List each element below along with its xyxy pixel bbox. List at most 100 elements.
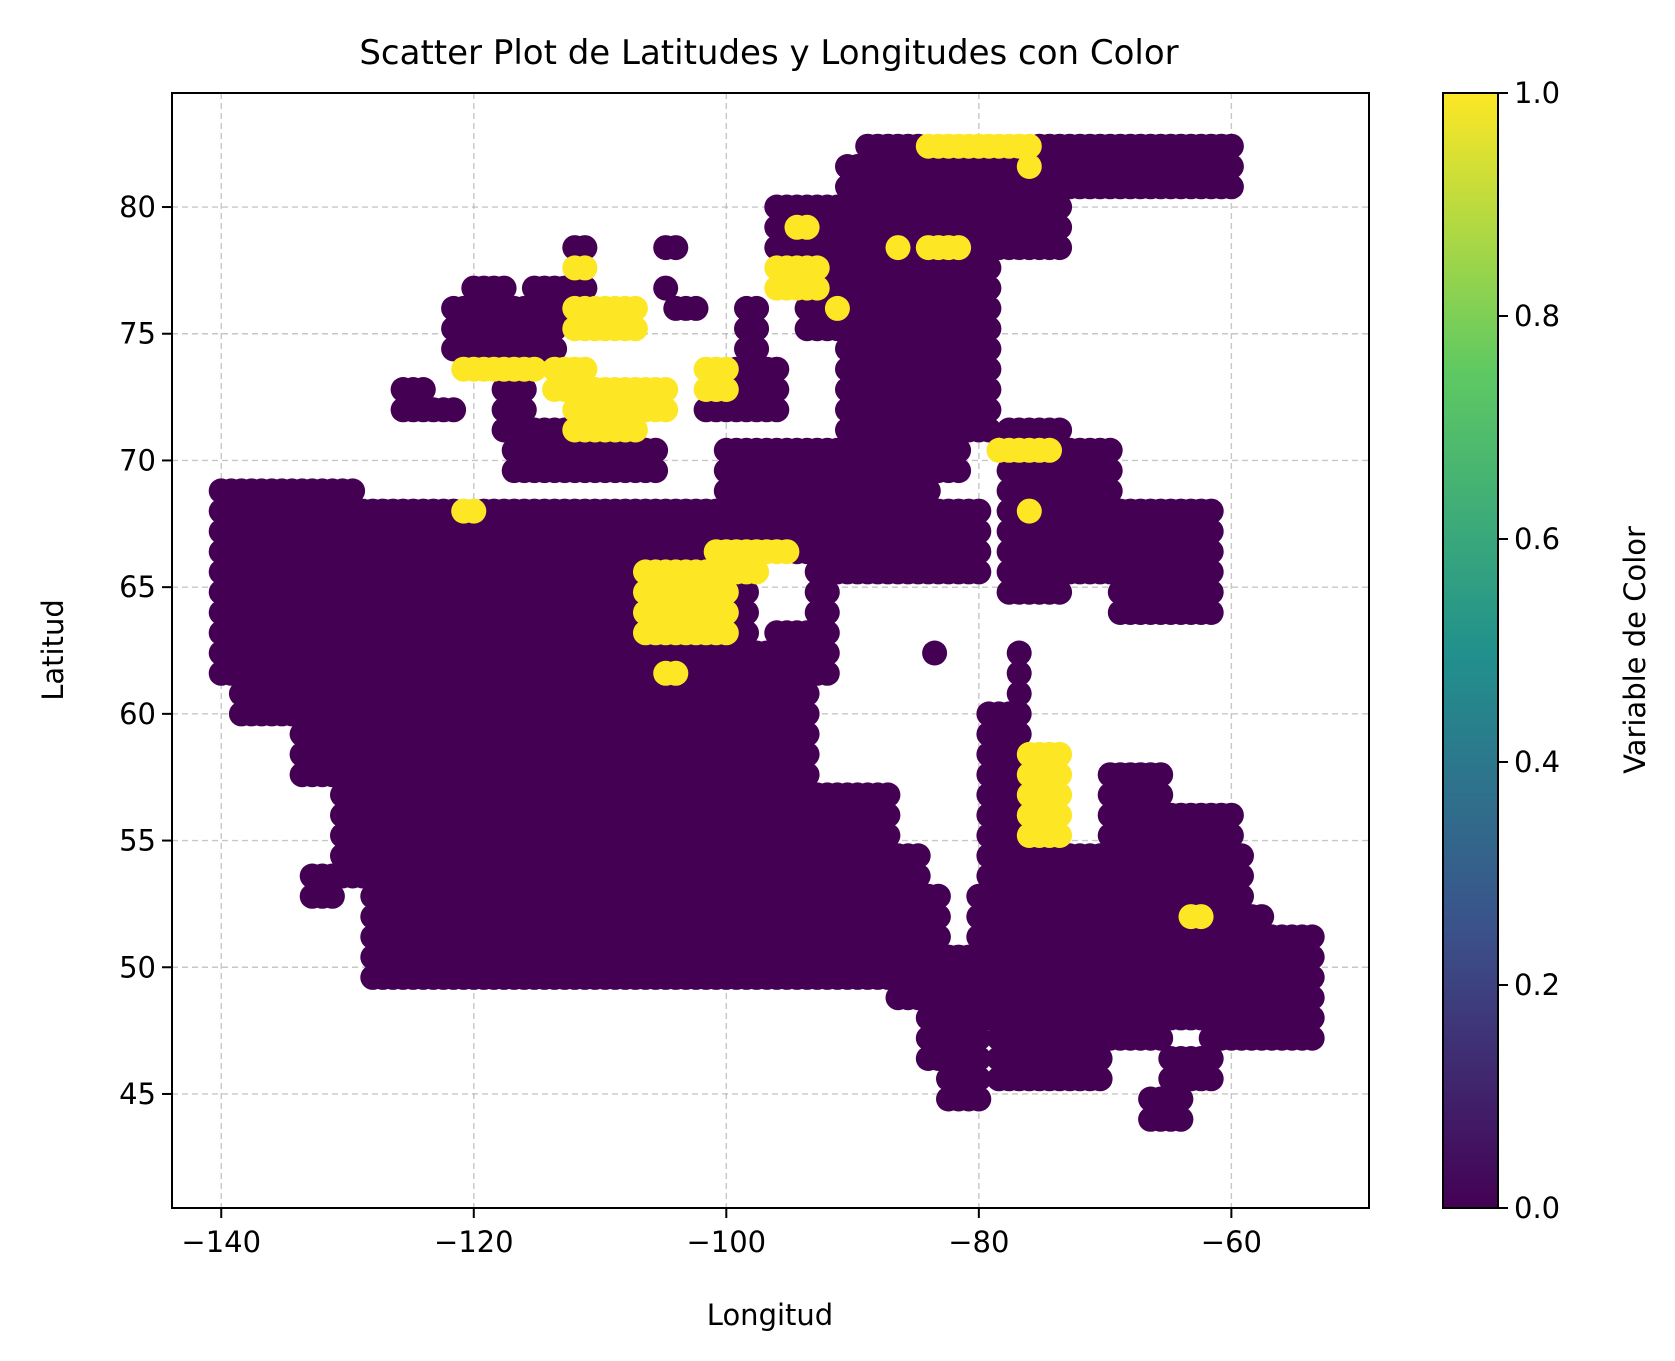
scatter-point-high bbox=[1037, 437, 1062, 463]
colorbar-tick-label: 0.6 bbox=[1514, 522, 1560, 556]
scatter-point-low bbox=[1006, 640, 1032, 666]
scatter-point-low bbox=[340, 802, 366, 828]
scatter-point-low bbox=[925, 883, 951, 909]
scatter-point-low bbox=[663, 235, 689, 261]
scatter-point-low bbox=[905, 863, 931, 889]
scatter-point-low bbox=[1006, 721, 1032, 747]
scatter-point-low bbox=[643, 458, 669, 484]
scatter-point-low bbox=[966, 1046, 992, 1071]
scatter-point-low bbox=[410, 377, 436, 402]
scatter-point-low bbox=[410, 843, 436, 869]
scatter-point-low bbox=[1239, 944, 1265, 970]
scatter-point-low bbox=[1006, 660, 1032, 686]
scatter-point-low bbox=[1047, 214, 1073, 240]
scatter-point-low bbox=[441, 397, 467, 423]
scatter-point-low bbox=[814, 579, 840, 605]
scatter-point-low bbox=[1218, 174, 1244, 200]
scatter-point-high bbox=[986, 437, 1012, 463]
colorbar-tick-label: 0.2 bbox=[1514, 968, 1560, 1002]
scatter-point-low bbox=[976, 377, 1002, 402]
scatter-point-low bbox=[1249, 904, 1275, 930]
scatter-point-low bbox=[1047, 417, 1073, 443]
y-tick-label: 80 bbox=[119, 190, 156, 224]
scatter-point-low bbox=[966, 1086, 992, 1112]
scatter-point-low bbox=[542, 316, 568, 342]
scatter-point-low bbox=[794, 681, 820, 707]
scatter-point-low bbox=[1198, 559, 1224, 585]
scatter-point-low bbox=[1198, 579, 1224, 605]
scatter-point-high bbox=[804, 275, 830, 301]
scatter-point-low bbox=[1198, 600, 1224, 625]
colorbar: 0.0 0.2 0.4 0.6 0.8 1.0 Variable de Color bbox=[1442, 76, 1652, 1225]
colorbar-ticks: 0.0 0.2 0.4 0.6 0.8 1.0 bbox=[1498, 76, 1560, 1225]
scatter-point-low bbox=[380, 823, 406, 848]
scatter-point-low bbox=[875, 802, 901, 828]
scatter-point-high bbox=[713, 377, 739, 402]
scatter-point-low bbox=[946, 437, 972, 463]
scatter-point-high bbox=[784, 275, 810, 301]
scatter-point-low bbox=[946, 458, 972, 484]
scatter-point-low bbox=[976, 295, 1002, 321]
scatter-point-low bbox=[1229, 883, 1254, 909]
scatter-point-low bbox=[835, 377, 860, 402]
scatter-point-high bbox=[1016, 498, 1042, 524]
scatter-point-low bbox=[1047, 194, 1073, 220]
scatter-point-low bbox=[1198, 1066, 1224, 1092]
scatter-point-low bbox=[1218, 154, 1244, 179]
scatter-point-low bbox=[814, 660, 840, 686]
scatter-point-low bbox=[572, 275, 598, 301]
scatter-point-low bbox=[976, 255, 1002, 281]
scatter-point-low bbox=[794, 741, 820, 767]
y-tick-label: 55 bbox=[119, 824, 156, 858]
scatter-point-high bbox=[622, 295, 648, 321]
y-tick-label: 60 bbox=[119, 697, 156, 731]
scatter-point-low bbox=[319, 883, 345, 909]
scatter-point-low bbox=[966, 498, 992, 524]
scatter-point-low bbox=[302, 866, 328, 892]
colorbar-tick-label: 0.8 bbox=[1514, 299, 1560, 333]
scatter-point-low bbox=[764, 356, 790, 382]
scatter-point-low bbox=[922, 640, 948, 666]
scatter-point-low bbox=[794, 762, 820, 788]
scatter-point-high bbox=[1047, 823, 1073, 848]
scatter-point-high bbox=[481, 356, 507, 382]
scatter-point-low bbox=[824, 194, 850, 220]
scatter-point-low bbox=[1299, 924, 1325, 950]
scatter-point-low bbox=[1218, 823, 1244, 848]
scatter-point-low bbox=[1047, 235, 1073, 261]
scatter-point-low bbox=[835, 437, 860, 463]
scatter-point-low bbox=[734, 579, 759, 605]
y-tick-label: 45 bbox=[119, 1077, 156, 1111]
colorbar-tick-label: 1.0 bbox=[1514, 76, 1560, 110]
scatter-point-low bbox=[814, 600, 840, 625]
scatter-point-high bbox=[713, 600, 739, 625]
plot-area: −140 −120 −100 −80 −60 45 50 55 60 65 70 75 80 bbox=[119, 92, 1370, 1259]
scatter-point-high bbox=[713, 620, 739, 646]
scatter-points bbox=[208, 133, 1325, 1132]
scatter-point-low bbox=[915, 478, 941, 504]
scatter-point-low bbox=[966, 1066, 992, 1092]
x-axis-label: Longitud bbox=[707, 1298, 833, 1332]
scatter-point-high bbox=[1016, 133, 1042, 159]
scatter-point-high bbox=[572, 255, 598, 281]
x-tick-label: −80 bbox=[948, 1225, 1009, 1259]
scatter-point-low bbox=[1006, 701, 1032, 727]
scatter-point-low bbox=[1047, 579, 1073, 605]
scatter-point-low bbox=[410, 863, 436, 889]
scatter-point-low bbox=[1239, 964, 1265, 990]
scatter-point-low bbox=[683, 295, 709, 321]
scatter-point-low bbox=[1198, 539, 1224, 565]
scatter-point-low bbox=[794, 721, 820, 747]
x-tick-label: −140 bbox=[181, 1225, 261, 1259]
scatter-point-high bbox=[713, 579, 739, 605]
scatter-point-low bbox=[875, 823, 901, 848]
scatter-point-low bbox=[1087, 1066, 1113, 1092]
scatter-point-low bbox=[1168, 1106, 1194, 1132]
scatter-point-low bbox=[734, 600, 759, 625]
scatter-point-low bbox=[1198, 498, 1224, 524]
scatter-point-low bbox=[824, 214, 850, 240]
scatter-point-high bbox=[1047, 782, 1073, 808]
scatter-point-low bbox=[966, 1025, 992, 1051]
scatter-point-low bbox=[1148, 1025, 1174, 1051]
